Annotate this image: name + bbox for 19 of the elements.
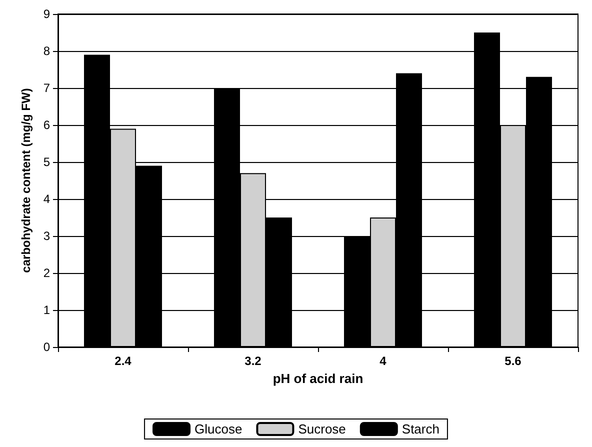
y-tick-label: 0	[43, 340, 50, 354]
legend-label: Glucose	[194, 422, 242, 436]
x-tick-label: 4	[380, 354, 387, 368]
x-tick-label: 5.6	[504, 354, 522, 368]
y-tick-label: 7	[43, 81, 50, 95]
y-tick-label: 6	[43, 118, 50, 132]
y-tick-label: 5	[43, 155, 50, 169]
y-tick-label: 8	[43, 44, 50, 58]
y-tick-label: 3	[43, 229, 50, 243]
x-tick-label: 2.4	[114, 354, 132, 368]
y-tick-label: 2	[43, 266, 50, 280]
y-tick-label: 1	[43, 303, 50, 317]
y-axis-title: carbohydrate content (mg/g FW)	[19, 88, 33, 273]
legend-label: Starch	[402, 422, 440, 436]
y-tick-label: 4	[43, 192, 50, 206]
y-tick-label: 9	[43, 7, 50, 21]
x-tick-label: 3.2	[244, 354, 262, 368]
x-axis-title: pH of acid rain	[272, 370, 364, 386]
legend-label: Sucrose	[298, 422, 346, 436]
